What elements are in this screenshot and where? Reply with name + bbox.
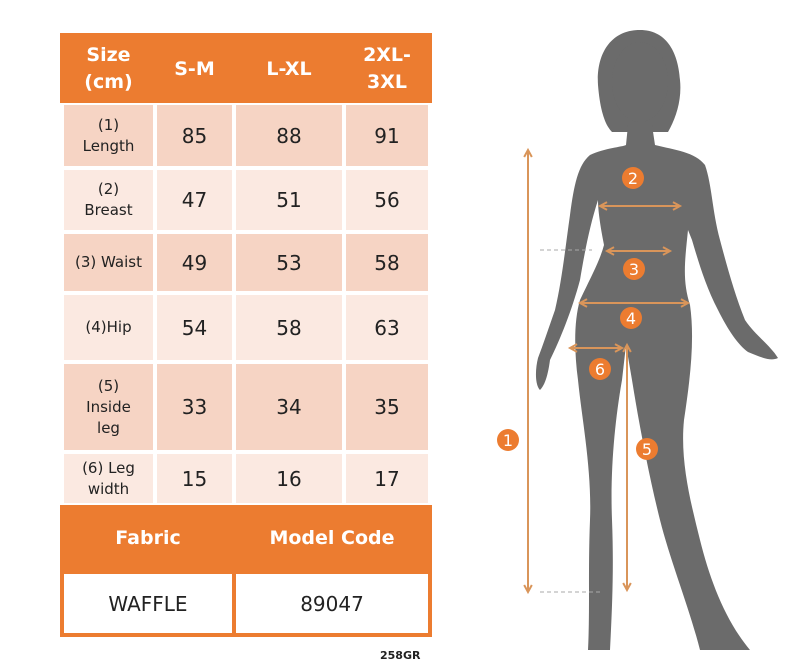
- marker-label: 4: [626, 309, 636, 328]
- marker-label: 5: [642, 440, 652, 459]
- arrowhead: [604, 246, 615, 256]
- fabric-header: Fabric: [64, 507, 232, 570]
- guide-lines: [540, 249, 600, 593]
- arrowhead: [622, 342, 632, 353]
- row-label: (6) Leg width: [64, 454, 153, 503]
- arrowhead: [523, 147, 533, 158]
- table-cell: 15: [157, 454, 232, 503]
- row-label: (1) Length: [64, 105, 153, 166]
- table-cell: 56: [346, 170, 428, 230]
- fabric-value: WAFFLE: [64, 574, 232, 633]
- header-cell: L-XL: [236, 37, 342, 101]
- footer-code: 258GR: [380, 649, 421, 662]
- table-cell: 88: [236, 105, 342, 166]
- arrowhead: [614, 343, 625, 353]
- marker-circle: [589, 358, 611, 380]
- silhouette: [535, 30, 778, 650]
- header-cell: S-M: [157, 37, 232, 101]
- marker-label: 1: [503, 431, 513, 450]
- head: [612, 42, 668, 122]
- table-cell: 53: [236, 234, 342, 291]
- arrowhead: [622, 582, 632, 593]
- arrowhead: [577, 298, 588, 308]
- table-cell: 54: [157, 295, 232, 360]
- table-cell: 91: [346, 105, 428, 166]
- marker-label: 6: [595, 360, 605, 379]
- arrowhead: [672, 201, 683, 211]
- row-label: (5) Inside leg: [64, 364, 153, 450]
- arrowhead: [567, 343, 578, 353]
- marker-circle: [636, 438, 658, 460]
- arrowhead: [680, 298, 691, 308]
- marker-circle: [497, 429, 519, 451]
- table-cell: 49: [157, 234, 232, 291]
- marker-circle: [620, 307, 642, 329]
- arrowhead: [662, 246, 673, 256]
- table-cell: 16: [236, 454, 342, 503]
- marker-label: 2: [628, 169, 638, 188]
- marker-circle: [622, 167, 644, 189]
- row-label: (2) Breast: [64, 170, 153, 230]
- arrowhead: [523, 584, 533, 595]
- marker-circle: [623, 258, 645, 280]
- body: [535, 125, 778, 650]
- model-code-value: 89047: [236, 574, 428, 633]
- table-cell: 51: [236, 170, 342, 230]
- table-cell: 58: [346, 234, 428, 291]
- row-label: (4)Hip: [64, 295, 153, 360]
- table-cell: 63: [346, 295, 428, 360]
- table-cell: 85: [157, 105, 232, 166]
- table-cell: 35: [346, 364, 428, 450]
- header-cell: 2XL- 3XL: [346, 37, 428, 101]
- arrowhead: [597, 201, 608, 211]
- table-cell: 47: [157, 170, 232, 230]
- table-cell: 33: [157, 364, 232, 450]
- model-code-header: Model Code: [236, 507, 428, 570]
- marker-label: 3: [629, 260, 639, 279]
- table-cell: 34: [236, 364, 342, 450]
- header-cell: Size (cm): [64, 37, 153, 101]
- row-label: (3) Waist: [64, 234, 153, 291]
- table-cell: 58: [236, 295, 342, 360]
- table-cell: 17: [346, 454, 428, 503]
